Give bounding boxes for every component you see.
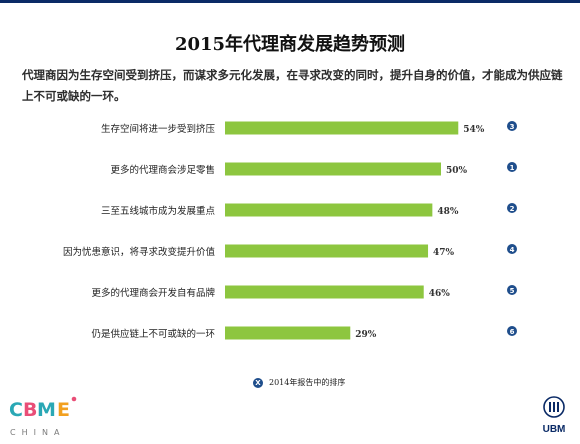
- bar: [225, 285, 424, 299]
- value-label: 48%: [437, 207, 459, 217]
- category-label: 更多的代理商会开发自有品牌: [91, 287, 215, 299]
- rank-badge-text: 2: [510, 205, 515, 213]
- svg-text:M: M: [37, 399, 56, 421]
- ubm-text: UBM: [542, 424, 566, 435]
- rank-badge: [507, 285, 517, 295]
- svg-text:C: C: [9, 399, 23, 421]
- rank-badge-text: 5: [510, 287, 515, 295]
- value-label: 50%: [446, 166, 468, 176]
- category-label: 生存空间将进一步受到挤压: [101, 123, 216, 135]
- chart-subtitle: 代理商因为生存空间受到挤压，而谋求多元化发展，在寻求改变的同时，提升自身的价值，…: [22, 68, 563, 103]
- value-label: 47%: [433, 248, 455, 258]
- chart-layer: 生存空间将进一步受到挤压 54% 3 更多的代理商会涉足零售 50% 1 三至五线城市成为发…: [63, 121, 517, 340]
- bar: [225, 326, 351, 340]
- svg-text:E: E: [57, 399, 70, 421]
- category-label: 仍是供应链上不可或缺的一环: [91, 328, 215, 340]
- rank-badge: [507, 203, 517, 213]
- cbme-logo-mark: C B M E CHINA: [9, 396, 77, 437]
- cbme-logo: C B M E CHINA: [8, 391, 78, 439]
- ubm-logo: UBM: [535, 396, 573, 440]
- rank-badge: [507, 244, 517, 254]
- value-label: 54%: [463, 125, 485, 135]
- rank-badge-text: 1: [510, 164, 515, 172]
- bar: [225, 203, 433, 217]
- legend: X 2014年报告中的排序: [253, 377, 345, 388]
- category-label: 三至五线城市成为发展重点: [101, 205, 216, 217]
- bar: [225, 244, 429, 258]
- chart-title: 2015年代理商发展趋势预测: [174, 34, 406, 55]
- value-label: 29%: [355, 330, 377, 340]
- category-label: 更多的代理商会涉足零售: [110, 164, 215, 176]
- rank-badge-text: 3: [510, 123, 515, 131]
- svg-text:B: B: [23, 399, 37, 421]
- bar: [225, 162, 441, 176]
- rank-badge-text: 6: [510, 328, 515, 336]
- legend-badge: X: [253, 377, 263, 388]
- category-label: 因为忧患意识，将寻求改变提升价值: [63, 246, 216, 258]
- svg-text:CHINA: CHINA: [10, 428, 65, 437]
- value-label: 46%: [429, 289, 451, 299]
- bar: [225, 121, 459, 135]
- rank-badge-text: 4: [510, 246, 515, 254]
- ubm-emblem-icon: [543, 396, 565, 418]
- rank-badge: [507, 162, 517, 172]
- top-rule: [0, 0, 580, 3]
- legend-text: 2014年报告中的排序: [269, 378, 346, 387]
- rank-badge: [507, 121, 517, 131]
- rank-badge: [507, 326, 517, 336]
